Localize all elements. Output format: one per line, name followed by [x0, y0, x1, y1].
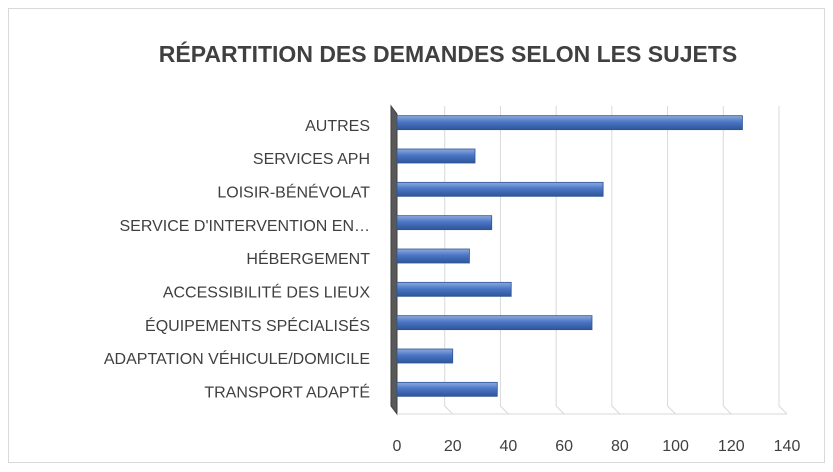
- x-tick-label: 100: [662, 438, 689, 455]
- x-tick-label: 20: [444, 438, 462, 455]
- y-tick-label: ACCESSIBILITÉ DES LIEUX: [163, 283, 371, 302]
- x-tick-label: 80: [611, 438, 629, 455]
- grid-line: [499, 106, 509, 415]
- x-tick-label: 140: [774, 438, 801, 455]
- bar: [396, 315, 593, 331]
- bar: [396, 181, 604, 197]
- bar: [396, 248, 470, 264]
- y-tick-label: ADAPTATION VÉHICULE/DOMICILE: [104, 349, 370, 368]
- bar: [396, 215, 493, 231]
- y-tick-label: AUTRES: [305, 118, 370, 135]
- grid-line: [722, 106, 732, 415]
- x-tick-label: 120: [718, 438, 745, 455]
- grid-line: [444, 106, 454, 415]
- grid-line: [667, 106, 676, 415]
- y-tick-label: HÉBERGEMENT: [246, 249, 370, 268]
- bar: [396, 148, 476, 164]
- x-tick-label: 40: [500, 438, 518, 455]
- x-tick-label: 0: [393, 438, 402, 455]
- y-tick-label: TRANSPORT ADAPTÉ: [204, 383, 370, 402]
- x-tick-label: 60: [555, 438, 573, 455]
- grid-line: [611, 106, 621, 415]
- grid-line: [778, 106, 788, 415]
- y-tick-label: LOISIR-BÉNÉVOLAT: [217, 183, 370, 202]
- bar: [396, 281, 512, 297]
- bar: [396, 115, 743, 131]
- bar: [396, 348, 454, 364]
- axis-wall: [390, 104, 398, 416]
- chart-title: RÉPARTITION DES DEMANDES SELON LES SUJET…: [159, 40, 737, 67]
- grid-line: [555, 106, 565, 415]
- y-tick-label: ÉQUIPEMENTS SPÉCIALISÉS: [145, 316, 370, 335]
- y-tick-label: SERVICE D'INTERVENTION EN…: [119, 218, 370, 235]
- y-tick-label: SERVICES APH: [253, 151, 370, 168]
- bar: [396, 381, 498, 397]
